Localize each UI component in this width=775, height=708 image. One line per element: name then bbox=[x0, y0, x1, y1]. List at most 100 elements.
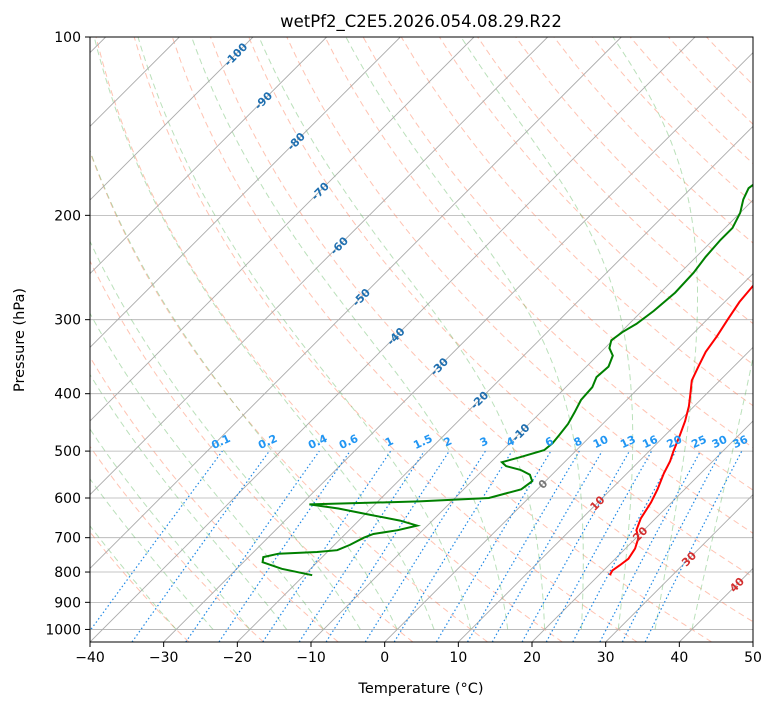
y-tick-label: 700 bbox=[54, 531, 81, 547]
mixing-ratio-label: 3 bbox=[478, 434, 490, 449]
mixing-ratio-line bbox=[218, 450, 351, 642]
dry-adiabat-line bbox=[90, 356, 339, 642]
isotherm-label: -50 bbox=[350, 286, 373, 309]
x-tick-label: −10 bbox=[296, 650, 326, 666]
moist-adiabat-line bbox=[258, 37, 546, 630]
isotherm-line bbox=[90, 37, 254, 201]
mixing-ratio-line bbox=[298, 450, 425, 642]
dry-adiabat-line bbox=[171, 37, 712, 642]
mixing-ratio-line bbox=[521, 450, 631, 642]
isotherm-line bbox=[752, 641, 753, 642]
y-tick-label: 200 bbox=[54, 208, 81, 224]
y-tick-label: 100 bbox=[54, 30, 81, 46]
isotherm-line bbox=[90, 37, 327, 275]
x-tick-label: −20 bbox=[223, 650, 253, 666]
mixing-ratio-line bbox=[262, 450, 392, 642]
moist-adiabat-line bbox=[191, 37, 509, 630]
plot-frame bbox=[89, 36, 754, 643]
y-tick-label: 900 bbox=[54, 595, 81, 611]
moist-adiabat-line bbox=[90, 312, 324, 630]
x-axis: −40 −30 −20 −10 0 10 20 30 40 50 bbox=[75, 642, 762, 666]
y-tick-label: 500 bbox=[54, 444, 81, 460]
mixing-ratio-line bbox=[131, 450, 270, 642]
isotherm-line bbox=[90, 37, 548, 496]
mixing-ratio-line bbox=[364, 450, 486, 642]
x-tick-label: −40 bbox=[75, 650, 105, 666]
x-axis-title: Temperature (°C) bbox=[357, 681, 483, 697]
mixing-ratio-line bbox=[325, 450, 450, 642]
profiles bbox=[261, 183, 753, 577]
x-tick-label: 30 bbox=[597, 650, 615, 666]
mixing-ratio-line bbox=[572, 450, 677, 642]
dry-adiabat-line bbox=[210, 37, 753, 623]
dry-adiabat-label: 40 bbox=[727, 575, 747, 595]
isotherm-label: -30 bbox=[428, 355, 451, 378]
mixing-ratio-line bbox=[644, 450, 743, 642]
dry-adiabat-line bbox=[477, 37, 753, 325]
moist-adiabat-line bbox=[691, 355, 753, 630]
x-tick-label: −30 bbox=[149, 650, 179, 666]
y-axis: 100 200 300 400 500 600 700 800 900 1000 bbox=[45, 30, 90, 638]
dry-adiabat-label: 10 bbox=[588, 493, 608, 513]
isotherm-line bbox=[605, 494, 753, 642]
dry-adiabat-line bbox=[90, 531, 190, 642]
dry-adiabat-line bbox=[668, 37, 753, 125]
isotherm-line bbox=[458, 346, 753, 642]
y-tick-label: 800 bbox=[54, 565, 81, 581]
x-tick-label: 10 bbox=[449, 650, 467, 666]
temperature-line bbox=[608, 284, 753, 576]
mixing-ratio-label: 1 bbox=[383, 434, 395, 449]
dry-adiabat-line bbox=[324, 37, 753, 491]
y-tick-label: 300 bbox=[54, 313, 81, 329]
dewpoint-line bbox=[261, 183, 753, 577]
mixing-ratio-label: 30 bbox=[710, 433, 730, 451]
isotherm-label: -60 bbox=[328, 234, 351, 257]
x-tick-label: 40 bbox=[670, 650, 688, 666]
isotherm-line bbox=[310, 199, 753, 642]
dry-adiabat-line bbox=[90, 259, 414, 642]
dry-adiabat-line bbox=[90, 445, 264, 642]
mixing-ratio-label: 20 bbox=[665, 433, 685, 451]
isotherm-line bbox=[90, 37, 475, 422]
mixing-ratio-label: 0.1 bbox=[209, 432, 232, 452]
mixing-ratio-label: 25 bbox=[689, 433, 708, 451]
moist-adiabat-line bbox=[460, 37, 634, 630]
moist-adiabat-line bbox=[90, 525, 177, 630]
mixing-ratio-label: 1.5 bbox=[411, 432, 434, 452]
y-tick-label: 600 bbox=[54, 491, 81, 507]
isotherm-line bbox=[90, 37, 696, 642]
moist-adiabat-line bbox=[90, 149, 398, 630]
mixing-ratio-label: 8 bbox=[572, 434, 584, 449]
mixing-ratio-line bbox=[545, 450, 653, 642]
dry-adiabat-line bbox=[591, 37, 753, 204]
dry-adiabat-line bbox=[286, 37, 753, 534]
y-tick-label: 1000 bbox=[45, 622, 81, 638]
y-tick-label: 400 bbox=[54, 387, 81, 403]
moist-adiabat-line bbox=[93, 37, 435, 630]
mixing-ratio-line bbox=[599, 450, 702, 642]
mixing-ratio-line bbox=[185, 450, 320, 642]
mixing-ratio-line bbox=[435, 450, 552, 642]
zero-isotherm-label: 0 bbox=[536, 477, 551, 492]
x-tick-label: 50 bbox=[744, 650, 762, 666]
isotherm-label: -70 bbox=[309, 180, 332, 203]
isotherm-label: -20 bbox=[468, 389, 491, 412]
dry-adiabat-line bbox=[553, 37, 753, 244]
isotherm-line bbox=[384, 273, 753, 642]
isotherm-line bbox=[679, 567, 753, 642]
background-lines bbox=[90, 37, 753, 642]
isotherm-label: -80 bbox=[285, 130, 308, 153]
isotherm-line bbox=[90, 37, 401, 348]
isotherm-line bbox=[237, 125, 753, 642]
isotherm-label: -100 bbox=[222, 40, 251, 69]
mixing-ratio-label: 36 bbox=[731, 433, 751, 451]
dry-adiabat-line bbox=[248, 37, 753, 578]
isotherm-line bbox=[163, 52, 753, 642]
mixing-ratio-label: 16 bbox=[640, 433, 660, 451]
dry-adiabat-line bbox=[133, 37, 638, 642]
chart-title: wetPf2_C2E5.2026.054.08.29.R22 bbox=[280, 12, 562, 32]
moist-adiabat-line bbox=[137, 37, 472, 630]
moist-adiabat-line bbox=[345, 37, 584, 630]
dry-adiabat-label: 20 bbox=[630, 524, 650, 544]
isotherm-line bbox=[531, 420, 753, 642]
